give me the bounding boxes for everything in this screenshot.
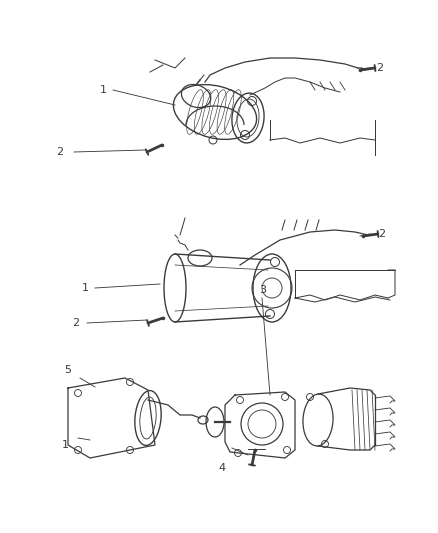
Text: 4: 4 [219, 463, 226, 473]
Text: 1: 1 [61, 440, 68, 450]
Text: 1: 1 [99, 85, 106, 95]
Text: 2: 2 [378, 229, 385, 239]
Text: 3: 3 [259, 285, 266, 295]
Text: 2: 2 [57, 147, 64, 157]
Text: 2: 2 [376, 63, 384, 73]
Text: 1: 1 [81, 283, 88, 293]
Text: 5: 5 [64, 365, 71, 375]
Text: 2: 2 [72, 318, 80, 328]
